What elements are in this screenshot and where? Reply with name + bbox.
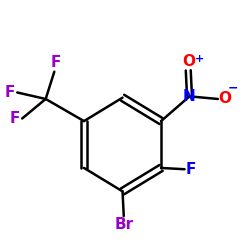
Text: O: O [182,54,195,69]
Text: O: O [218,92,232,106]
Text: −: − [227,81,238,94]
Text: F: F [9,111,20,126]
Text: N: N [183,89,196,104]
Text: F: F [50,54,61,70]
Text: Br: Br [114,218,133,232]
Text: F: F [186,162,196,177]
Text: F: F [4,85,15,100]
Text: +: + [195,54,204,64]
